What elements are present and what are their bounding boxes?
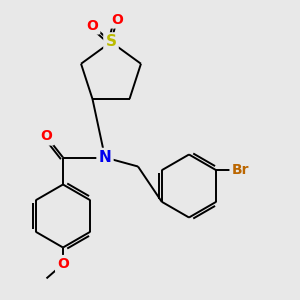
Text: O: O — [40, 130, 52, 143]
Text: O: O — [86, 19, 98, 32]
Text: O: O — [57, 257, 69, 271]
Text: Br: Br — [232, 163, 249, 177]
Text: O: O — [111, 13, 123, 26]
Text: S: S — [106, 34, 116, 50]
Text: N: N — [99, 150, 111, 165]
